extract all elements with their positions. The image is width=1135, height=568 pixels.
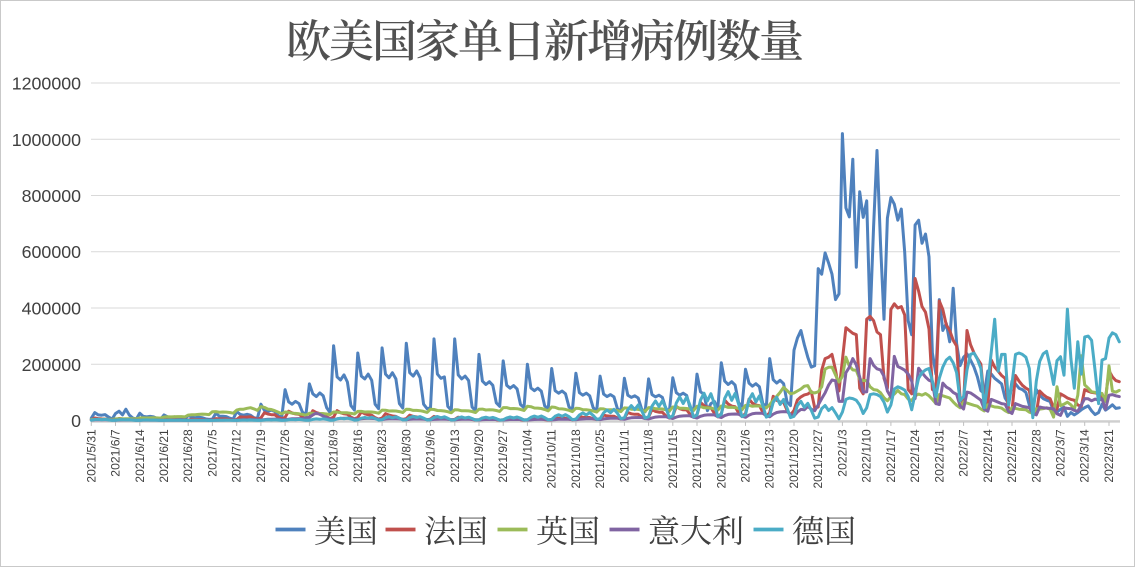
svg-text:2021/7/12: 2021/7/12 (232, 429, 244, 482)
svg-text:2021/8/23: 2021/8/23 (377, 429, 389, 482)
svg-text:2021/11/8: 2021/11/8 (644, 429, 656, 482)
svg-text:2021/6/21: 2021/6/21 (159, 429, 171, 482)
svg-text:2022/1/17: 2022/1/17 (886, 429, 898, 482)
svg-text:2022/1/10: 2022/1/10 (862, 429, 874, 482)
svg-text:2021/11/1: 2021/11/1 (619, 429, 631, 482)
svg-text:2021/12/20: 2021/12/20 (789, 429, 801, 488)
svg-text:2022/2/28: 2022/2/28 (1031, 429, 1043, 482)
svg-text:2022/3/14: 2022/3/14 (1080, 429, 1092, 483)
svg-text:2022/1/31: 2022/1/31 (934, 429, 946, 482)
svg-text:2021/7/26: 2021/7/26 (280, 429, 292, 482)
svg-text:2021/11/22: 2021/11/22 (692, 429, 704, 488)
svg-text:2021/10/25: 2021/10/25 (595, 429, 607, 488)
svg-text:2022/2/14: 2022/2/14 (983, 429, 995, 483)
svg-text:1000000: 1000000 (12, 130, 81, 150)
svg-text:2021/10/18: 2021/10/18 (571, 429, 583, 488)
svg-text:2021/12/27: 2021/12/27 (813, 429, 825, 488)
svg-text:2022/2/7: 2022/2/7 (959, 429, 971, 476)
svg-text:2021/9/13: 2021/9/13 (450, 429, 462, 482)
svg-text:2022/3/7: 2022/3/7 (1056, 429, 1068, 476)
svg-text:600000: 600000 (22, 242, 81, 262)
svg-text:0: 0 (71, 411, 81, 431)
svg-text:2021/6/14: 2021/6/14 (135, 429, 147, 483)
svg-text:2022/2/21: 2022/2/21 (1007, 429, 1019, 482)
svg-text:2021/8/30: 2021/8/30 (401, 429, 413, 482)
svg-text:2021/11/15: 2021/11/15 (668, 429, 680, 488)
svg-text:2021/9/20: 2021/9/20 (474, 429, 486, 482)
svg-text:2022/3/21: 2022/3/21 (1104, 429, 1116, 482)
svg-text:2022/1/3: 2022/1/3 (837, 429, 849, 476)
svg-text:800000: 800000 (22, 186, 81, 206)
svg-text:2021/12/6: 2021/12/6 (741, 429, 753, 482)
svg-text:2021/11/29: 2021/11/29 (716, 429, 728, 488)
svg-text:2021/5/31: 2021/5/31 (86, 429, 98, 482)
svg-text:2021/7/5: 2021/7/5 (207, 429, 219, 476)
svg-text:400000: 400000 (22, 299, 81, 319)
svg-text:2021/7/19: 2021/7/19 (256, 429, 268, 482)
svg-text:2021/6/7: 2021/6/7 (111, 429, 123, 476)
svg-text:2022/1/24: 2022/1/24 (910, 429, 922, 483)
svg-text:2021/9/27: 2021/9/27 (498, 429, 510, 482)
svg-text:2021/6/28: 2021/6/28 (183, 429, 195, 482)
svg-text:2021/10/11: 2021/10/11 (547, 429, 559, 488)
svg-text:2021/9/6: 2021/9/6 (426, 429, 438, 476)
svg-text:2021/12/13: 2021/12/13 (765, 429, 777, 488)
svg-text:1200000: 1200000 (12, 74, 81, 94)
svg-text:2021/8/2: 2021/8/2 (304, 429, 316, 476)
svg-text:2021/10/4: 2021/10/4 (522, 429, 534, 483)
svg-text:2021/8/16: 2021/8/16 (353, 429, 365, 482)
svg-text:200000: 200000 (22, 355, 81, 375)
svg-text:2021/8/9: 2021/8/9 (329, 429, 341, 476)
